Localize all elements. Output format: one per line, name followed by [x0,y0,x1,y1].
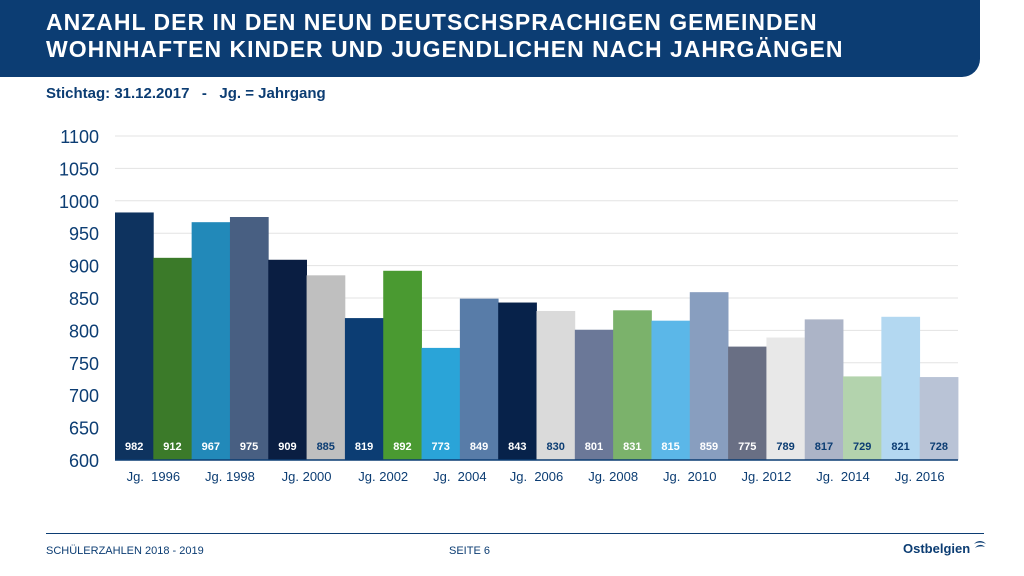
bar-value-label: 849 [470,441,488,453]
x-tick-label: Jg. 2010 [663,469,717,484]
bar-value-label: 967 [202,441,220,453]
y-tick-label: 700 [69,386,99,406]
bar [459,298,499,460]
bar [536,310,576,460]
x-tick-label: Jg. 2000 [282,469,332,484]
y-tick-label: 650 [69,419,99,439]
bar [843,376,882,460]
page-title: ANZAHL DER IN DEN NEUN DEUTSCHSPRACHIGEN… [46,9,844,63]
logo-wave-icon [974,540,987,548]
bar [383,270,422,460]
y-tick-label: 1000 [59,192,99,212]
bar [919,377,959,460]
footer-page-number: SEITE 6 [449,545,490,557]
y-tick-label: 850 [69,289,99,309]
bar [766,337,806,460]
bar [421,347,461,460]
footer-document-title: SCHÜLERZAHLEN 2018 - 2019 [46,545,204,557]
bar [574,329,614,460]
bar-value-label: 801 [585,441,603,453]
bar [229,217,269,460]
x-tick-label: Jg. 2012 [741,469,791,484]
footer-divider [46,533,984,534]
bar-value-label: 819 [355,441,373,453]
bar-value-label: 817 [815,441,833,453]
x-tick-label: Jg. 1996 [127,469,181,484]
bar-value-label: 729 [853,441,871,453]
title-line-2: WOHNHAFTEN KINDER UND JUGENDLICHEN NACH … [46,36,844,62]
x-tick-label: Jg. 2004 [433,469,487,484]
x-tick-label: Jg. 2002 [358,469,408,484]
logo-text: Ostbelgien [903,541,971,556]
y-tick-label: 800 [69,321,99,341]
bar [498,302,537,460]
y-tick-label: 1100 [60,127,99,147]
bar [306,275,346,460]
bar-value-label: 789 [776,441,794,453]
bar-value-label: 912 [163,441,181,453]
bar [268,259,307,460]
bar [881,316,921,460]
bar-value-label: 843 [508,441,526,453]
title-line-1: ANZAHL DER IN DEN NEUN DEUTSCHSPRACHIGEN… [46,9,818,35]
bar-value-label: 975 [240,441,258,453]
bar-value-label: 909 [278,441,296,453]
bar-value-label: 892 [393,441,411,453]
bar-value-label: 831 [623,441,641,453]
bar [689,292,729,460]
x-tick-label: Jg. 2008 [588,469,638,484]
bar-value-label: 982 [125,441,143,453]
bar-value-label: 775 [738,441,756,453]
bar-value-label: 773 [432,441,450,453]
header-bar: ANZAHL DER IN DEN NEUN DEUTSCHSPRACHIGEN… [0,0,980,77]
bar [153,257,193,460]
bar-value-label: 815 [661,441,679,453]
bar [728,346,767,460]
x-tick-label: Jg. 1998 [205,469,255,484]
y-tick-label: 750 [69,354,99,374]
bar-value-label: 859 [700,441,718,453]
bar [115,212,154,460]
bar-value-label: 821 [891,441,909,453]
x-tick-label: Jg. 2006 [510,469,564,484]
y-tick-label: 950 [69,224,99,244]
bar [344,318,384,460]
bar [651,320,691,460]
bar [191,222,231,460]
bar-value-label: 728 [930,441,948,453]
y-tick-label: 1050 [59,159,99,179]
x-tick-label: Jg. 2014 [816,469,870,484]
brand-logo: Ostbelgien [903,540,987,556]
y-tick-label: 900 [69,257,99,277]
bar-value-label: 830 [546,441,564,453]
bar [613,310,652,460]
bar [804,319,844,460]
subtitle: Stichtag: 31.12.2017 - Jg. = Jahrgang [46,85,326,102]
bar-value-label: 885 [317,441,335,453]
y-tick-label: 600 [69,451,99,471]
x-tick-label: Jg. 2016 [895,469,945,484]
